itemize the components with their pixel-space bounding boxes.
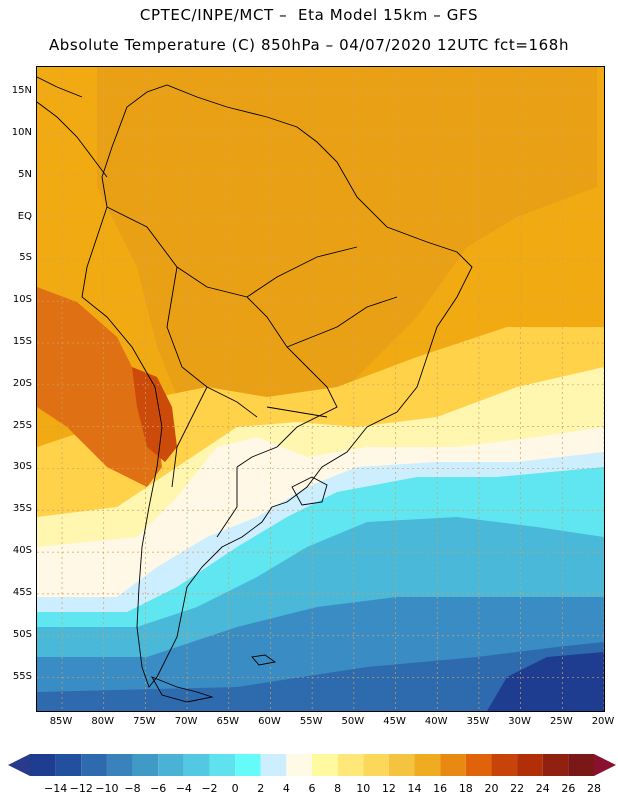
tierra-del-fuego [150,676,214,703]
lat-label: EQ [17,210,32,222]
colorbar-tick-label: −2 [201,782,218,795]
colorbar-swatch [132,754,159,776]
lat-label: 10N [11,126,32,138]
temperature-field [37,67,604,711]
colorbar-tick-label: 14 [407,782,422,795]
lat-label: 15N [11,85,32,97]
colorbar-swatch [388,754,415,776]
colorbar-swatch [337,754,364,776]
colorbar-swatch [183,754,210,776]
colorbar-swatch [158,754,184,776]
lat-label: 30S [12,461,32,473]
lon-label: 85W [49,716,73,727]
colorbar-swatch [81,754,107,776]
colorbar-tick-label: 2 [257,782,265,795]
temperature-colorbar [8,752,616,778]
colorbar-swatch [312,754,338,776]
colorbar-tick-label: 20 [484,782,499,795]
band-dark-blue [487,652,604,711]
colorbar-swatch [491,754,518,776]
lat-label: 45S [12,586,32,598]
colorbar-tick-label: −6 [150,782,167,795]
colorbar-swatch [209,754,236,776]
colorbar-tick-label: 8 [334,782,342,795]
colorbar-tick-label: 18 [458,782,473,795]
colorbar-tick-label: 10 [356,782,371,795]
colorbar-swatch [440,754,466,776]
colorbar-tick-label: 22 [510,782,525,795]
map-title-line2: Absolute Temperature (C) 850hPa – 04/07/… [48,36,570,54]
colorbar-tick-label: 26 [561,782,576,795]
lon-label: 25W [549,716,573,727]
coastlines-and-borders [37,76,473,703]
central-america-coast [37,76,108,178]
lon-label: 75W [133,716,156,727]
colorbar-swatch [465,754,492,776]
lon-label: 80W [91,716,115,727]
colorbar-tick-label: 12 [381,782,396,795]
lon-label: 30W [508,716,531,727]
lon-label: 45W [383,716,406,727]
colorbar-tick-label: −8 [124,782,141,795]
lat-label: 10S [12,294,32,306]
lon-label: 50W [341,716,365,727]
colorbar-tick-label: 4 [282,782,290,795]
colorbar-swatch [363,754,389,776]
lat-label: 50S [12,628,32,640]
lon-label: 55W [299,716,323,727]
colorbar-swatch [55,754,82,776]
temperature-map [36,66,605,712]
colorbar-swatch [30,754,56,776]
colorbar-tick-label: 0 [231,782,239,795]
colorbar-tick-label: 6 [308,782,316,795]
lat-label: 5S [19,252,32,264]
colorbar-swatch [286,754,312,776]
south-america-coastline [81,84,473,688]
colorbar-tick-label: −4 [175,782,192,795]
map-title-line1: CPTEC/INPE/MCT – Eta Model 15km – GFS [139,6,479,24]
lat-label: 25S [12,419,32,431]
lat-label: 5N [18,168,32,180]
colorbar-tick-label: 28 [587,782,601,795]
band-deep-orange [37,287,162,487]
colorbar-tick-label: 24 [535,782,550,795]
band-orange-land [97,67,597,427]
lat-label: 35S [12,503,32,515]
colorbar-swatch [517,754,543,776]
lon-label: 35W [466,716,490,727]
colorbar-tick-label: −10 [95,782,119,795]
colorbar-swatch [542,754,569,776]
lon-label: 20W [591,716,615,727]
colorbar-swatch [414,754,441,776]
colorbar-tick-label: −12 [69,782,93,795]
lat-label: 15S [12,336,32,347]
country-borders [106,206,398,538]
falkland-islands [251,654,277,666]
lat-label: 40S [12,545,32,557]
lat-label: 55S [12,670,32,682]
lon-label: 65W [216,716,240,727]
lon-label: 60W [258,716,281,727]
temperature-bands [37,67,604,711]
colorbar-swatch [235,754,261,776]
colorbar-graphic [8,754,616,776]
lat-lon-grid [37,67,604,711]
colorbar-tick-label: 16 [433,782,448,795]
colorbar-tick-label: −14 [44,782,68,795]
colorbar-high-arrow [594,754,616,776]
band-red-orange [132,367,177,462]
colorbar-swatch [106,754,133,776]
uruguay-coast [291,476,328,506]
lat-label: 20S [12,377,32,389]
colorbar-swatch [568,754,594,776]
colorbar-swatch [260,754,287,776]
lon-label: 70W [174,716,198,727]
band-blue [37,642,604,711]
colorbar-low-arrow [8,754,30,776]
lon-label: 40W [424,716,448,727]
